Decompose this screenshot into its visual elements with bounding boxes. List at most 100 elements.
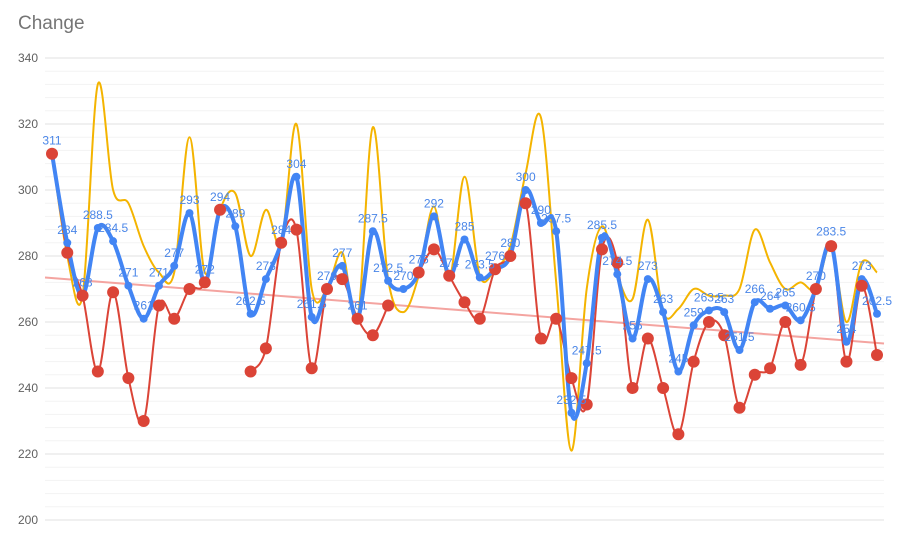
series-1-point xyxy=(735,346,744,355)
data-label: 275 xyxy=(409,253,429,267)
series-2-point xyxy=(412,266,425,279)
series-2-point xyxy=(550,312,563,325)
y-tick-label: 320 xyxy=(18,117,38,131)
series-1-point xyxy=(643,275,652,284)
data-label: 271 xyxy=(149,266,169,280)
series-2-point xyxy=(168,312,181,325)
series-2-point xyxy=(198,276,211,289)
series-2-point xyxy=(91,365,104,378)
series-2-point xyxy=(152,299,165,312)
series-1-point xyxy=(368,227,377,236)
series-1-point xyxy=(598,233,606,242)
series-2-point xyxy=(611,256,624,269)
data-label: 287.5 xyxy=(358,211,388,225)
series-2-point xyxy=(458,296,471,309)
data-label: 272 xyxy=(195,262,215,276)
data-label: 288.5 xyxy=(83,208,113,222)
series-1-point xyxy=(93,223,102,232)
data-label: 251.5 xyxy=(724,330,754,344)
series-2-point xyxy=(259,342,272,355)
y-tick-label: 200 xyxy=(18,513,38,527)
data-label: 254 xyxy=(836,322,856,336)
data-label: 277 xyxy=(332,246,352,260)
series-2-point xyxy=(672,428,685,441)
series-2-point xyxy=(855,279,868,292)
series-2-point xyxy=(61,246,74,259)
y-tick-label: 240 xyxy=(18,381,38,395)
data-label: 285.5 xyxy=(587,218,617,232)
data-label: 273 xyxy=(638,259,658,273)
series-1-point xyxy=(552,227,561,236)
series-1-point xyxy=(154,281,163,290)
series-1-point xyxy=(613,270,622,279)
series-2-point xyxy=(473,312,486,325)
series-1-point xyxy=(139,314,148,323)
series-2-point xyxy=(657,382,670,394)
series-2-point xyxy=(137,415,150,427)
series-2-point xyxy=(748,368,761,381)
series-2-point xyxy=(840,355,853,368)
series-1-point xyxy=(720,308,729,317)
series-1-point xyxy=(460,235,469,244)
series-1-point xyxy=(582,359,591,368)
series-2-point xyxy=(443,269,456,282)
series-2-point xyxy=(489,263,502,276)
series-2-point xyxy=(290,223,303,236)
series-2-point xyxy=(46,147,58,160)
series-1-point xyxy=(536,219,545,227)
data-label: 259 xyxy=(684,305,704,319)
series-1-point xyxy=(750,298,759,307)
series-2-point xyxy=(534,332,547,345)
series-1-point xyxy=(246,309,255,318)
series-1-point xyxy=(766,304,775,313)
series-1-point xyxy=(384,276,393,285)
series-1-point xyxy=(261,275,270,284)
data-label: 289 xyxy=(225,206,245,220)
series-2-point xyxy=(275,236,288,249)
series-1-point xyxy=(399,285,408,293)
data-label: 261 xyxy=(348,299,368,313)
data-label: 274 xyxy=(439,256,459,270)
series-1-point xyxy=(63,238,72,247)
series-1-point xyxy=(704,306,713,315)
data-label: 268 xyxy=(73,276,93,290)
data-label: 247.5 xyxy=(572,343,602,357)
series-2-point xyxy=(305,362,318,375)
series-2-point xyxy=(183,283,196,295)
series-2-point xyxy=(382,299,395,312)
data-label: 271 xyxy=(118,266,138,280)
series-2-point xyxy=(825,240,838,253)
series-2-point xyxy=(718,329,731,342)
series-2-point xyxy=(366,329,379,342)
series-2-point xyxy=(580,398,593,411)
data-label: 292 xyxy=(424,196,444,210)
data-label: 263 xyxy=(714,292,734,306)
data-label: 264 xyxy=(760,289,780,303)
series-2-point xyxy=(519,197,532,210)
data-label: 277 xyxy=(164,246,184,260)
data-label: 232.5 xyxy=(556,393,586,407)
y-axis-ticks: 340 320 300 280 260 240 220 200 xyxy=(18,51,38,527)
series-2-point xyxy=(351,312,364,325)
gridlines xyxy=(45,57,884,521)
series-2-point xyxy=(641,332,654,345)
series-2-point xyxy=(321,283,333,295)
data-label: 287.5 xyxy=(541,211,571,225)
series-1-point xyxy=(842,337,851,346)
data-label: 273.5 xyxy=(465,257,495,271)
series-2-point xyxy=(779,316,792,328)
series-2-point xyxy=(214,203,227,216)
y-tick-label: 300 xyxy=(18,183,38,197)
series-1-point xyxy=(567,408,576,417)
data-label: 280 xyxy=(500,236,520,250)
data-label: 285 xyxy=(454,220,474,234)
data-label: 262.5 xyxy=(236,294,266,308)
series-2-point xyxy=(687,355,700,368)
data-label: 245 xyxy=(668,352,688,366)
series-2-point xyxy=(809,283,822,295)
series-2-point xyxy=(626,382,639,394)
series-1-point xyxy=(429,212,438,221)
data-label: 262.5 xyxy=(862,294,892,308)
data-label: 273 xyxy=(852,259,872,273)
